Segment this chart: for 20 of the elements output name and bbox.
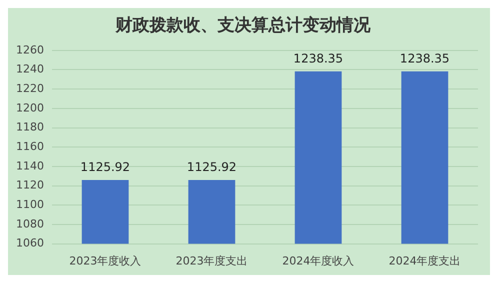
data-label: 1125.92 (186, 160, 237, 174)
x-tick-label: 2023年度收入 (69, 254, 142, 268)
chart-title: 财政拨款收、支决算总计变动情况 (114, 16, 372, 36)
y-tick-label: 1120 (16, 178, 44, 192)
y-tick-label: 1060 (16, 236, 44, 250)
x-tick-label: 2024年度支出 (388, 254, 461, 268)
y-tick-label: 1220 (16, 82, 44, 95)
data-label: 1238.35 (293, 51, 344, 66)
y-tick-label: 1160 (16, 140, 44, 153)
y-tick-label: 1240 (16, 62, 44, 76)
data-label: 1125.92 (80, 160, 130, 174)
y-tick-label: 1080 (16, 217, 44, 230)
y-tick-label: 1260 (16, 43, 44, 56)
data-label: 1238.35 (400, 51, 450, 66)
y-tick-label: 1200 (16, 101, 44, 114)
y-tick-label: 1180 (16, 120, 44, 134)
x-tick-label: 2023年度支出 (176, 254, 248, 268)
y-tick-label: 1100 (16, 198, 44, 211)
y-tick-label: 1140 (16, 159, 44, 172)
x-tick-label: 2024年度收入 (282, 254, 354, 268)
